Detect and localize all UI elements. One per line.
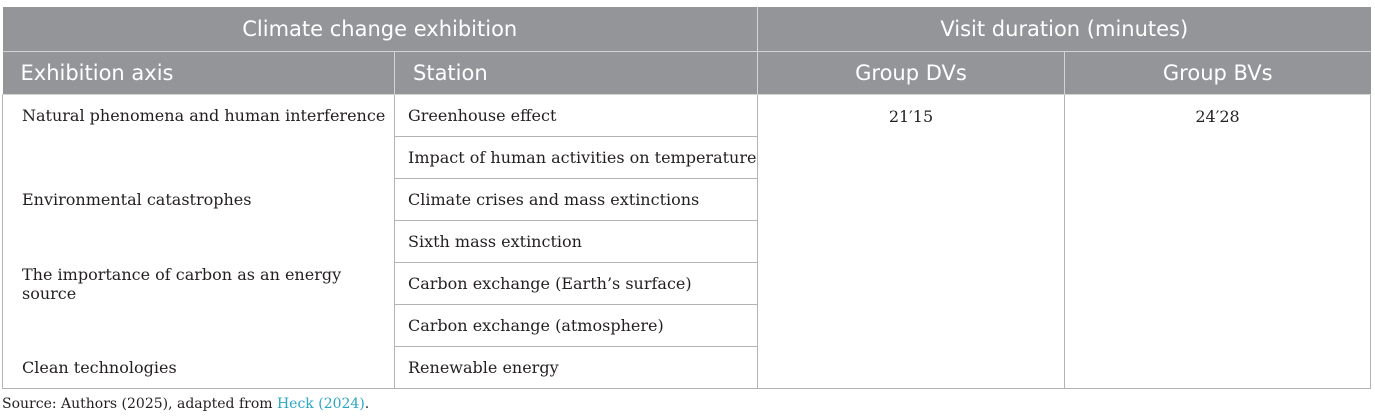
axis-cell: Natural phenomena and human interference: [2, 94, 395, 137]
axis-cell: [2, 220, 395, 263]
station-cell: Carbon exchange (Earth’s surface): [394, 262, 758, 305]
table-row: Environmental catastrophes Climate crise…: [2, 178, 1371, 221]
header-exhibition-axis: Exhibition axis: [2, 51, 395, 95]
source-link[interactable]: Heck (2024): [276, 396, 365, 412]
station-cell: Climate crises and mass extinctions: [394, 178, 758, 221]
station-cell: Renewable energy: [394, 346, 758, 389]
axis-cell: Clean technologies: [2, 346, 395, 389]
station-cell: Greenhouse effect: [394, 94, 758, 137]
station-cell: Sixth mass extinction: [394, 220, 758, 263]
source-prefix: Source: Authors (2025), adapted from: [2, 396, 277, 412]
table-row: Carbon exchange (atmosphere): [2, 304, 1371, 347]
header-climate-change-exhibition: Climate change exhibition: [2, 7, 758, 52]
data-table: Climate change exhibition Visit duration…: [2, 7, 1372, 389]
table-row: Impact of human activities on temperatur…: [2, 136, 1371, 179]
axis-cell: Environmental catastrophes: [2, 178, 395, 221]
table-row: Clean technologies Renewable energy: [2, 346, 1371, 389]
duration-bvs-cell: 24′28: [1063, 94, 1372, 389]
header-group-bvs: Group BVs: [1064, 51, 1371, 95]
axis-cell: [2, 304, 395, 347]
header-row-group: Climate change exhibition Visit duration…: [2, 7, 1371, 52]
axis-cell: The importance of carbon as an energy so…: [2, 262, 395, 305]
header-visit-duration: Visit duration (minutes): [757, 7, 1371, 52]
station-cell: Carbon exchange (atmosphere): [394, 304, 758, 347]
axis-cell: [2, 136, 395, 179]
header-station: Station: [394, 51, 758, 95]
table-row: The importance of carbon as an energy so…: [2, 262, 1371, 305]
source-suffix: .: [364, 396, 370, 412]
table-row: Natural phenomena and human interference…: [2, 94, 1372, 389]
source-note: Source: Authors (2025), adapted from Hec…: [2, 396, 369, 412]
duration-dvs-cell: 21′15: [757, 94, 1065, 389]
header-row-columns: Exhibition axis Station Group DVs Group …: [2, 51, 1371, 95]
header-group-dvs: Group DVs: [757, 51, 1065, 95]
station-cell: Impact of human activities on temperatur…: [394, 136, 758, 179]
